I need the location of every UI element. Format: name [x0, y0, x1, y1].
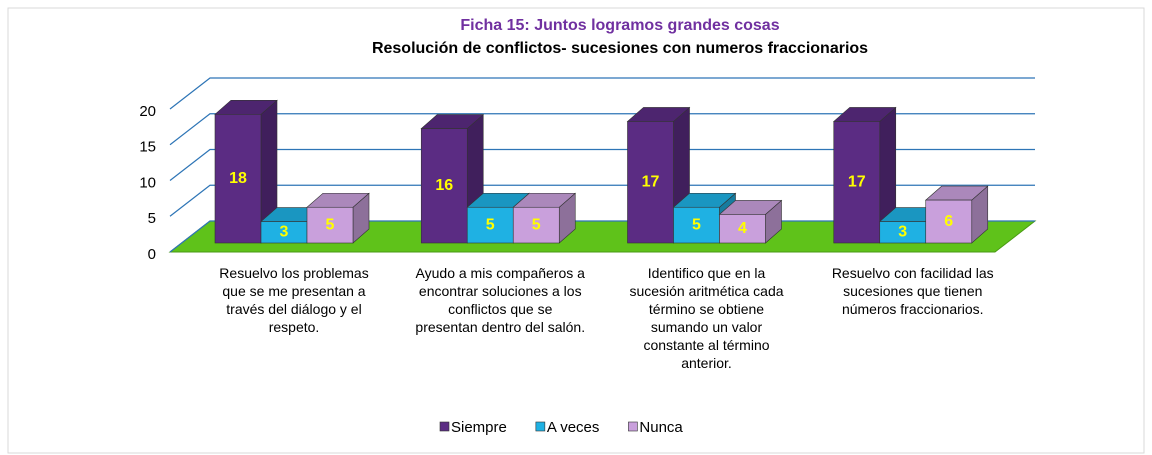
value-label: 5	[692, 216, 701, 233]
legend-swatch	[628, 421, 638, 432]
bar	[925, 199, 973, 244]
y-tick-label: 0	[148, 246, 156, 263]
bar	[512, 206, 560, 244]
value-label: 17	[642, 173, 660, 190]
grid-line	[169, 184, 1035, 217]
legend-label: A veces	[547, 419, 600, 436]
bar	[833, 121, 881, 244]
chart-border	[7, 7, 1145, 454]
bar	[306, 206, 354, 244]
legend-label: Siempre	[451, 419, 507, 436]
x-tick-label: Ayudo a mis compañeros a encontrar soluc…	[415, 265, 586, 335]
chart-subtitle: Resolución de conflictos- sucesiones con…	[372, 40, 868, 57]
value-label: 5	[532, 216, 541, 233]
legend-swatch	[439, 421, 450, 432]
y-tick-label: 10	[139, 174, 156, 191]
grid-line	[169, 77, 1035, 110]
value-label: 5	[486, 216, 495, 233]
bar	[719, 214, 766, 244]
y-tick-label: 5	[148, 210, 156, 227]
y-tick-label: 20	[139, 103, 156, 120]
bar	[627, 121, 674, 244]
y-tick-label: 15	[139, 139, 156, 156]
legend-label: Nunca	[639, 419, 683, 436]
value-label: 6	[944, 213, 953, 230]
value-label: 18	[229, 170, 247, 187]
grid-line	[169, 148, 1035, 181]
value-label: 17	[848, 173, 866, 190]
bar	[420, 128, 468, 244]
x-tick-label: Identifico que en la sucesión aritmética…	[629, 265, 784, 371]
legend-swatch	[535, 421, 546, 432]
bar	[214, 114, 262, 244]
grid-line	[169, 113, 1035, 146]
value-label: 16	[435, 177, 453, 194]
x-tick-label: Resuelvo los problemas que se me present…	[219, 265, 369, 335]
value-label: 4	[738, 220, 747, 237]
bar	[673, 206, 720, 244]
bar	[466, 206, 514, 244]
value-label: 3	[898, 223, 907, 240]
chart-title: Ficha 15: Juntos logramos grandes cosas	[460, 17, 779, 34]
x-tick-label: Resuelvo con facilidad las sucesiones qu…	[831, 265, 994, 317]
value-label: 3	[280, 223, 289, 240]
value-label: 5	[326, 216, 335, 233]
